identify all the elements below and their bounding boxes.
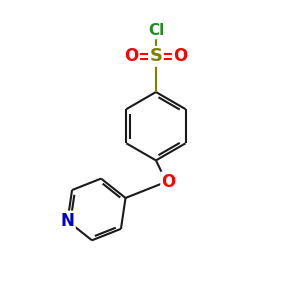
Text: O: O	[162, 173, 176, 191]
Text: O: O	[124, 47, 139, 65]
Text: S: S	[149, 47, 162, 65]
Text: Cl: Cl	[148, 23, 164, 38]
Text: O: O	[173, 47, 188, 65]
Text: N: N	[61, 212, 74, 230]
